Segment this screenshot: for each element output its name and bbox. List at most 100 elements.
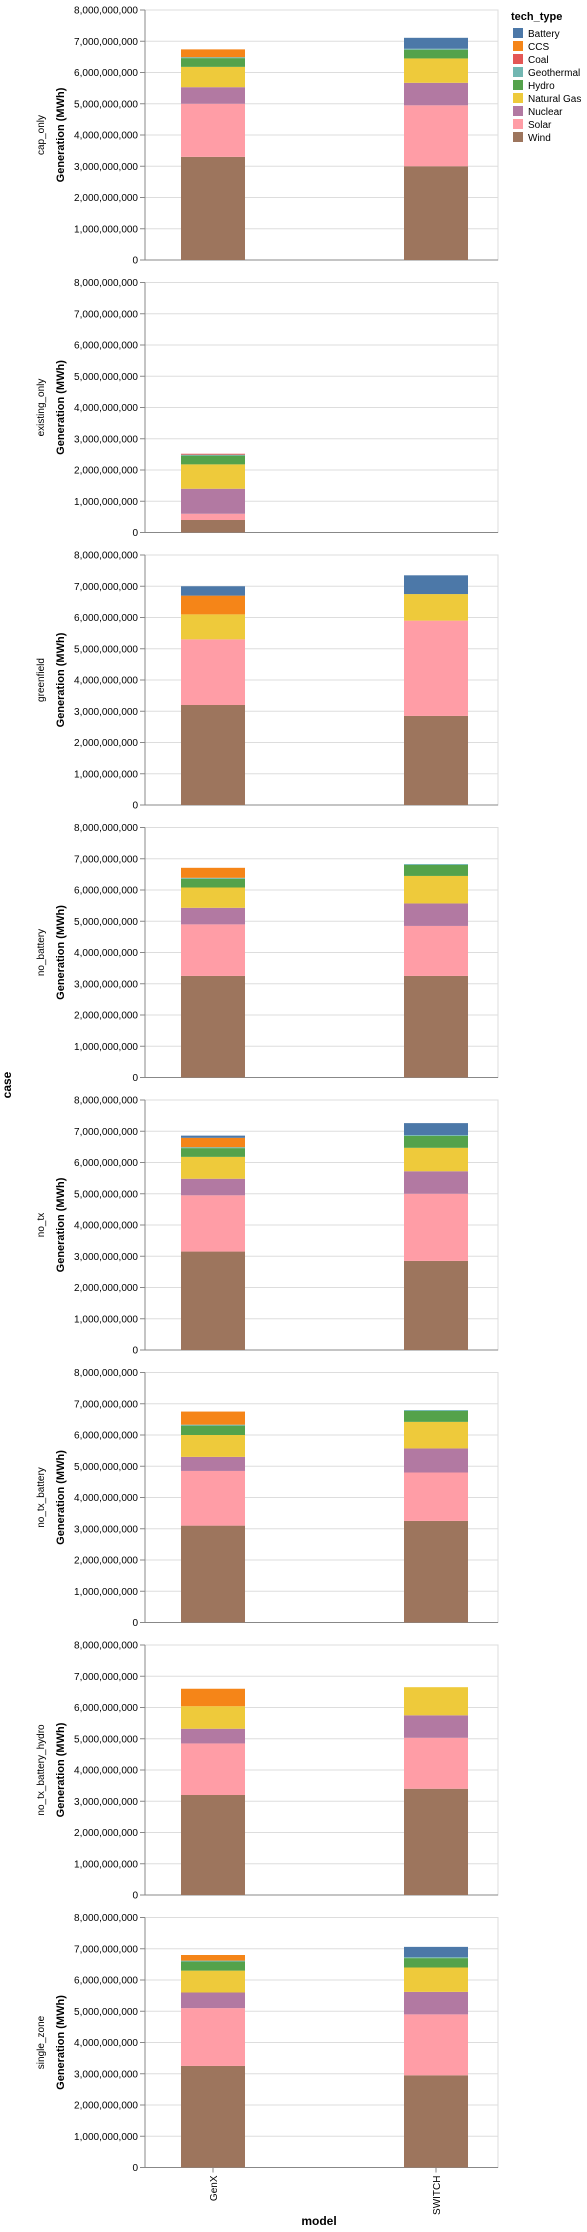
facet-existing_only: 0 1,000,000,000 2,000,000,000 3,000,000,000… (36, 278, 499, 539)
y-tick-label: 8,000,000,000 (74, 1096, 138, 1107)
facet-greenfield: 0 1,000,000,000 2,000,000,000 3,000,000,000… (36, 551, 499, 812)
legend-swatch (513, 80, 523, 90)
legend-item-wind: Wind (513, 132, 551, 144)
legend-item-natural-gas: Natural Gas (513, 93, 581, 105)
bar-switch-natural-gas (404, 594, 468, 621)
bar-switch-solar (404, 2014, 468, 2076)
legend-label: Natural Gas (528, 94, 581, 105)
bar-switch-geothermal (404, 864, 468, 865)
y-tick-label: 8,000,000,000 (74, 1641, 138, 1652)
y-tick-label: 5,000,000,000 (74, 2007, 138, 2018)
bar-switch-hydro (404, 1410, 468, 1422)
y-tick-label: 2,000,000,000 (74, 193, 138, 204)
y-tick-label: 6,000,000,000 (74, 613, 138, 624)
y-tick-label: 4,000,000,000 (74, 2038, 138, 2049)
row-facet-title: case (0, 1071, 14, 1098)
bar-genx-ccs (181, 1955, 245, 1961)
y-tick-label: 7,000,000,000 (74, 1127, 138, 1138)
y-tick-label: 5,000,000,000 (74, 99, 138, 110)
bar-genx-nuclear (181, 907, 245, 925)
y-tick-label: 4,000,000,000 (74, 1221, 138, 1232)
bar-genx-coal (181, 453, 245, 455)
y-tick-label: 6,000,000,000 (74, 341, 138, 352)
bar-genx-wind (181, 705, 245, 805)
legend-label: Coal (528, 55, 549, 66)
y-tick-label: 6,000,000,000 (74, 1976, 138, 1987)
y-tick-label: 4,000,000,000 (74, 1766, 138, 1777)
y-tick-label: 2,000,000,000 (74, 1556, 138, 1567)
legend-swatch (513, 106, 523, 116)
y-axis-title: Generation (MWh) (55, 1177, 67, 1272)
legend-item-geothermal: Geothermal (513, 67, 580, 79)
bar-genx-wind (181, 975, 245, 1078)
bar-genx-solar (181, 639, 245, 705)
bar-genx-geothermal (181, 877, 245, 879)
facet-no_tx_battery_hydro: 0 1,000,000,000 2,000,000,000 3,000,000,000… (36, 1641, 499, 1902)
y-tick-label: 8,000,000,000 (74, 278, 138, 289)
y-axis-title: Generation (MWh) (55, 1722, 67, 1817)
bar-genx-battery (181, 586, 245, 596)
y-tick-label: 8,000,000,000 (74, 823, 138, 834)
facet-label: single_zone (36, 2015, 47, 2069)
bar-genx-wind (181, 156, 245, 260)
bar-switch-solar (404, 1737, 468, 1789)
y-tick-label: 3,000,000,000 (74, 162, 138, 173)
facet-panels: 0 1,000,000,000 2,000,000,000 3,000,000,000… (36, 6, 499, 2215)
bar-switch-hydro (404, 1958, 468, 1968)
x-tick-label: GenX (209, 2175, 220, 2201)
bar-genx-geothermal (181, 57, 245, 59)
bar-genx-hydro (181, 455, 245, 465)
bar-switch-nuclear (404, 1991, 468, 2015)
bar-switch-geothermal (404, 48, 468, 50)
bar-genx-geothermal (181, 1424, 245, 1426)
bar-switch-battery (404, 37, 468, 49)
bar-switch-hydro (404, 1135, 468, 1148)
y-tick-label: 2,000,000,000 (74, 2101, 138, 2112)
bar-genx-nuclear (181, 1992, 245, 2009)
y-tick-label: 7,000,000,000 (74, 582, 138, 593)
y-tick-label: 5,000,000,000 (74, 372, 138, 383)
facet-single_zone: 0 1,000,000,000 2,000,000,000 3,000,000,000… (36, 1913, 499, 2174)
y-tick-label: 4,000,000,000 (74, 1493, 138, 1504)
y-tick-label: 8,000,000,000 (74, 1368, 138, 1379)
bar-genx-geothermal (181, 454, 245, 456)
y-tick-label: 1,000,000,000 (74, 1587, 138, 1598)
bar-genx-geothermal (181, 1147, 245, 1149)
bar-genx-hydro (181, 878, 245, 888)
bar-genx-solar (181, 1470, 245, 1526)
y-tick-label: 8,000,000,000 (74, 551, 138, 562)
bar-genx-hydro (181, 1148, 245, 1157)
facet-label: no_battery (36, 929, 47, 976)
y-tick-label: 7,000,000,000 (74, 1399, 138, 1410)
y-axis-title: Generation (MWh) (55, 87, 67, 182)
bar-genx-solar (181, 513, 245, 520)
bar-genx-natural-gas (181, 1706, 245, 1729)
bar-genx-natural-gas (181, 1156, 245, 1179)
y-tick-label: 7,000,000,000 (74, 309, 138, 320)
x-tick-label: SWITCH (432, 2176, 443, 2215)
y-tick-label: 6,000,000,000 (74, 1431, 138, 1442)
y-tick-label: 8,000,000,000 (74, 1913, 138, 1924)
y-tick-label: 5,000,000,000 (74, 1462, 138, 1473)
y-tick-label: 0 (132, 528, 138, 539)
x-axis-title: model (301, 2214, 336, 2228)
bar-switch-nuclear (404, 1448, 468, 1473)
y-tick-label: 5,000,000,000 (74, 1734, 138, 1745)
bar-switch-natural-gas (404, 58, 468, 83)
facet-label: no_tx_battery_hydro (36, 1724, 47, 1816)
legend-item-ccs: CCS (513, 41, 549, 53)
bar-genx-natural-gas (181, 464, 245, 489)
bar-genx-ccs (181, 49, 245, 58)
bar-switch-geothermal (404, 1410, 468, 1411)
bar-genx-nuclear (181, 488, 245, 514)
facet-label: existing_only (36, 379, 47, 437)
legend-label: Geothermal (528, 68, 580, 79)
bar-genx-wind (181, 520, 245, 533)
facet-label: no_tx_battery (36, 1467, 47, 1528)
bar-switch-battery (404, 575, 468, 595)
y-tick-label: 4,000,000,000 (74, 131, 138, 142)
legend: tech_type Battery CCS Coal Geothermal Hydro Na… (511, 11, 581, 144)
legend-item-nuclear: Nuclear (513, 106, 563, 118)
bar-genx-nuclear (181, 87, 245, 104)
bar-genx-nuclear (181, 1728, 245, 1744)
